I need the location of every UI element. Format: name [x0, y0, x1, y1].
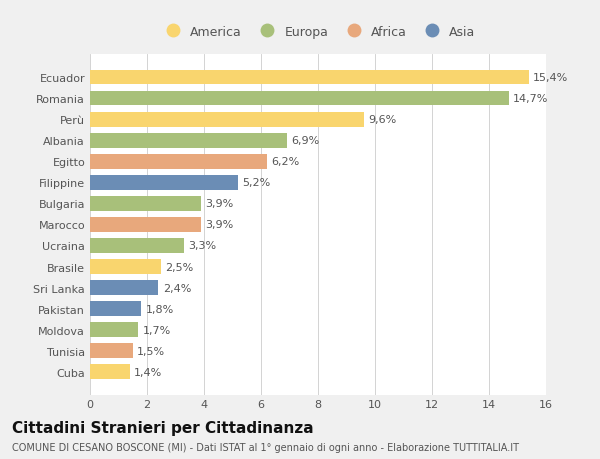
Bar: [90, 280, 158, 295]
Text: 15,4%: 15,4%: [533, 73, 568, 83]
Text: 1,8%: 1,8%: [146, 304, 174, 314]
Text: 1,7%: 1,7%: [143, 325, 171, 335]
Bar: [90, 112, 364, 127]
Bar: [90, 134, 287, 148]
Bar: [90, 91, 509, 106]
Bar: [90, 175, 238, 190]
Text: Cittadini Stranieri per Cittadinanza: Cittadini Stranieri per Cittadinanza: [12, 420, 314, 435]
Text: 5,2%: 5,2%: [242, 178, 271, 188]
Bar: [90, 302, 142, 316]
Text: 2,5%: 2,5%: [166, 262, 194, 272]
Bar: [90, 218, 201, 232]
Bar: [90, 364, 130, 379]
Bar: [90, 323, 139, 337]
Text: 14,7%: 14,7%: [513, 94, 548, 104]
Text: COMUNE DI CESANO BOSCONE (MI) - Dati ISTAT al 1° gennaio di ogni anno - Elaboraz: COMUNE DI CESANO BOSCONE (MI) - Dati IST…: [12, 442, 519, 452]
Text: 6,2%: 6,2%: [271, 157, 299, 167]
Text: 6,9%: 6,9%: [291, 136, 319, 146]
Text: 1,4%: 1,4%: [134, 367, 163, 377]
Bar: [90, 155, 267, 169]
Text: 2,4%: 2,4%: [163, 283, 191, 293]
Bar: [90, 260, 161, 274]
Text: 3,9%: 3,9%: [205, 220, 233, 230]
Text: 3,3%: 3,3%: [188, 241, 217, 251]
Bar: [90, 196, 201, 211]
Text: 1,5%: 1,5%: [137, 346, 165, 356]
Text: 9,6%: 9,6%: [368, 115, 396, 125]
Text: 3,9%: 3,9%: [205, 199, 233, 209]
Bar: [90, 239, 184, 253]
Bar: [90, 71, 529, 85]
Bar: [90, 344, 133, 358]
Legend: America, Europa, Africa, Asia: America, Europa, Africa, Asia: [155, 21, 481, 44]
